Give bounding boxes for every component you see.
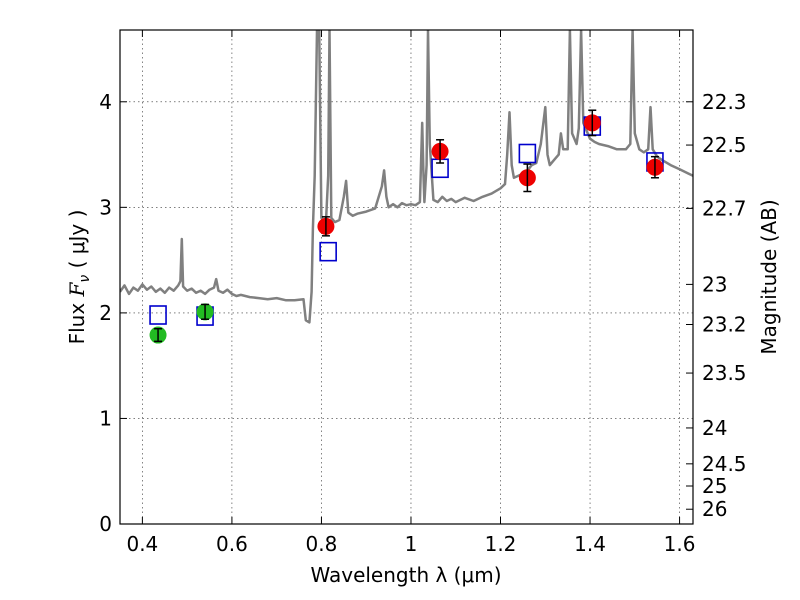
y-axis-title-symbol: F	[65, 281, 89, 297]
x-axis: 0.4 0.6 0.8 1 1.2 1.4 1.6	[126, 30, 695, 556]
y-tick-label: 2	[99, 301, 112, 325]
magnitude-tick-label: 23.2	[702, 313, 747, 337]
y-tick-label: 0	[99, 512, 112, 536]
x-tick-label: 0.8	[306, 532, 338, 556]
magnitude-tick-label: 24.5	[702, 452, 747, 476]
y-tick-label: 4	[99, 90, 112, 114]
x-tick-label: 0.4	[126, 532, 158, 556]
x-tick-label: 0.6	[216, 532, 248, 556]
magnitude-tick-label: 24	[702, 416, 727, 440]
y-axis-title-text: Flux	[65, 296, 89, 344]
model-square	[319, 241, 337, 262]
y-axis-title-sub: ν	[77, 275, 93, 283]
spectrum-line	[120, 30, 693, 324]
magnitude-tick-label: 26	[702, 497, 727, 521]
magnitude-axis-title: Magnitude (AB)	[757, 199, 781, 354]
x-tick-label: 1.2	[485, 532, 517, 556]
grid	[120, 30, 693, 525]
x-tick-label: 1	[405, 532, 418, 556]
magnitude-tick-label: 23.5	[702, 361, 747, 385]
magnitude-tick-label: 22.7	[702, 196, 747, 220]
y-axis-title: Flux Fν ( μJy )	[65, 210, 93, 345]
magnitude-tick-label: 25	[702, 474, 727, 498]
y-axis-title-unit: ( μJy )	[65, 210, 89, 275]
model-square	[149, 305, 167, 325]
model-spectrum	[120, 30, 693, 324]
observed-photometry	[149, 109, 664, 344]
magnitude-tick-label: 23	[702, 272, 727, 296]
y-tick-label: 1	[99, 406, 112, 430]
x-tick-label: 1.6	[664, 532, 696, 556]
y-axis: 0 1 2 3 4	[99, 90, 127, 536]
model-square	[518, 143, 537, 164]
magnitude-tick-label: 22.3	[702, 90, 747, 114]
y-tick-label: 3	[99, 195, 112, 219]
model-photometry	[149, 116, 664, 326]
x-tick-label: 1.4	[574, 532, 606, 556]
magnitude-tick-label: 22.5	[702, 133, 747, 157]
plot-frame	[119, 29, 694, 525]
x-axis-title: Wavelength λ (μm)	[310, 563, 501, 587]
